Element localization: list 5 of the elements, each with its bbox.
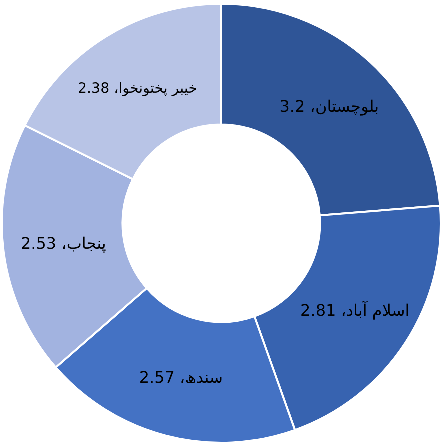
slice-label: اسلام آباد، 2.81 bbox=[300, 300, 410, 320]
slice-label: خیبر پختونخوا، 2.38 bbox=[78, 81, 198, 98]
slice-label: بلوچستان، 3.2 bbox=[280, 97, 380, 116]
slice-label: پنجاب، 2.53 bbox=[20, 234, 106, 254]
slice-label: سندھ، 2.57 bbox=[139, 368, 224, 387]
